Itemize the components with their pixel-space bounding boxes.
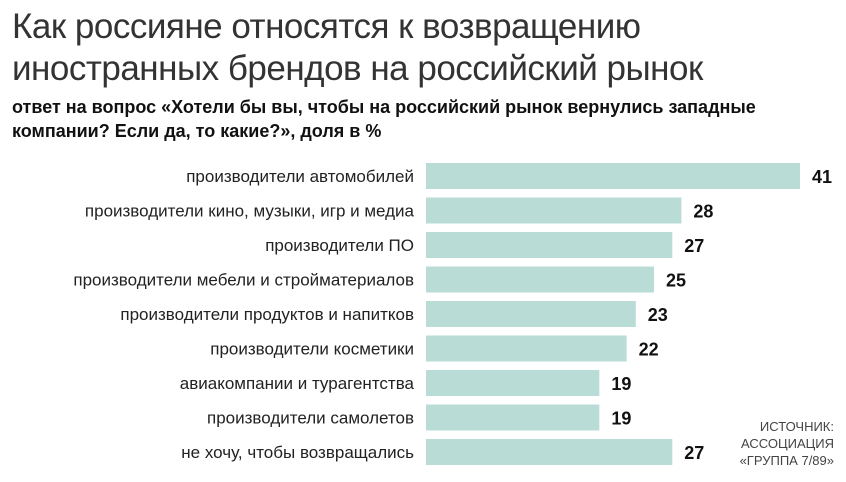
source-line-3: «ГРУППА 7/89» (739, 453, 834, 468)
bar-4 (426, 266, 655, 293)
category-label-8: производители самолетов (207, 409, 414, 428)
bar-7 (426, 370, 600, 396)
bar-3 (426, 232, 673, 258)
bar-5 (426, 301, 636, 327)
value-label-8: 19 (611, 409, 631, 429)
category-label-3: производители ПО (265, 236, 414, 255)
value-label-7: 19 (611, 374, 631, 394)
value-label-4: 25 (666, 271, 686, 291)
value-label-6: 22 (639, 340, 659, 360)
chart-title: Как россияне относятся к возвращению ино… (12, 7, 703, 88)
category-label-5: производители продуктов и напитков (120, 305, 414, 324)
bar-8 (426, 404, 600, 431)
value-label-3: 27 (684, 236, 704, 256)
category-label-6: производители косметики (210, 340, 414, 359)
category-label-9: не хочу, чтобы возвращались (181, 443, 414, 462)
category-label-2: производители кино, музыки, игр и медиа (85, 202, 415, 221)
value-label-1: 41 (812, 167, 832, 187)
source-line-1: ИСТОЧНИК: (759, 419, 834, 434)
source-line-2: АССОЦИАЦИЯ (741, 436, 834, 451)
category-label-7: авиакомпании и турагентства (180, 374, 415, 393)
bar-9 (426, 439, 673, 465)
chart-subtitle: ответ на вопрос «Хотели бы вы, чтобы на … (12, 97, 756, 141)
category-label-1: производители автомобилей (186, 167, 414, 186)
value-label-5: 23 (648, 305, 668, 325)
value-label-9: 27 (684, 443, 704, 463)
bar-6 (426, 335, 627, 362)
bar-2 (426, 197, 682, 224)
bar-1 (426, 163, 800, 189)
category-label-4: производители мебели и стройматериалов (73, 271, 414, 290)
value-label-2: 28 (693, 202, 713, 222)
source-note: ИСТОЧНИК: АССОЦИАЦИЯ «ГРУППА 7/89» (694, 418, 834, 469)
